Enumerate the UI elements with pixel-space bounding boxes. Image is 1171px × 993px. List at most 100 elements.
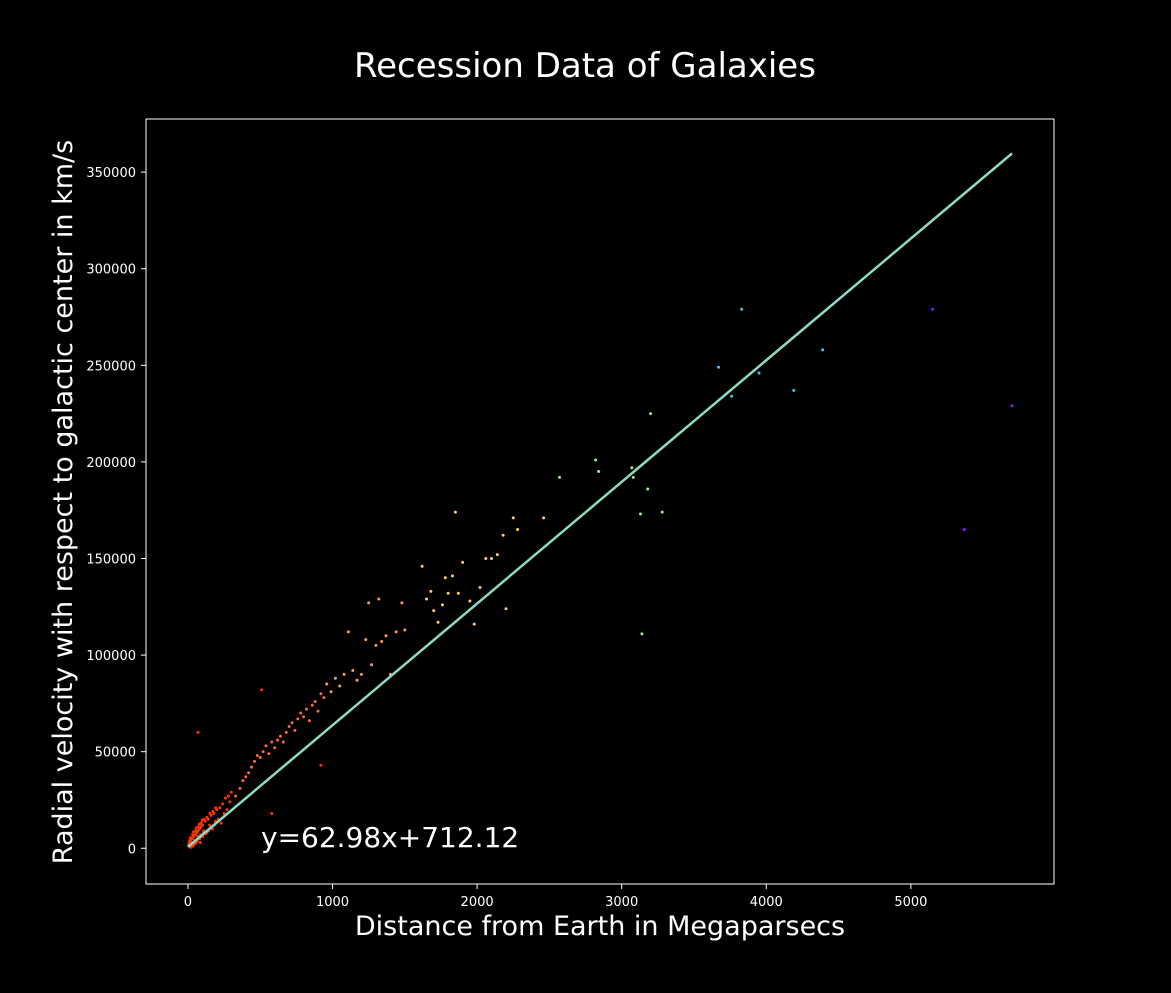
data-point — [224, 796, 228, 800]
data-point — [247, 771, 251, 775]
data-point — [432, 609, 436, 613]
data-point — [188, 839, 192, 843]
data-point — [424, 597, 428, 601]
regression-equation: y=62.98x+712.12 — [261, 821, 519, 854]
x-axis-ticks: 0 1000 2000 3000 4000 5000 — [184, 884, 927, 910]
data-point — [228, 800, 232, 804]
data-point — [490, 556, 494, 560]
data-point — [325, 682, 329, 686]
data-point — [260, 688, 264, 692]
data-point — [468, 599, 472, 603]
data-point — [443, 576, 447, 580]
data-point — [267, 752, 271, 756]
chart-title: Recession Data of Galaxies — [354, 46, 816, 86]
x-tick-label: 5000 — [894, 895, 927, 910]
data-point — [205, 815, 209, 819]
data-point — [252, 759, 256, 763]
data-point — [191, 833, 195, 837]
data-point — [189, 845, 193, 849]
data-point — [660, 510, 664, 514]
data-point — [191, 830, 195, 834]
y-tick-label: 50000 — [95, 746, 136, 761]
data-point — [313, 699, 317, 703]
y-tick-label: 150000 — [86, 552, 136, 567]
data-point — [456, 591, 460, 595]
y-axis-ticks: 0 50000 100000 150000 200000 250000 300000 3500… — [86, 166, 146, 857]
data-point — [821, 348, 825, 352]
data-point — [307, 719, 311, 723]
data-point — [594, 458, 598, 462]
data-point — [511, 516, 515, 520]
data-point — [208, 823, 212, 827]
data-point — [226, 794, 230, 798]
data-point — [276, 738, 280, 742]
data-point — [400, 601, 404, 605]
data-point — [319, 763, 323, 767]
y-tick-label: 350000 — [86, 166, 136, 181]
regression-line — [187, 152, 1013, 848]
data-point — [287, 725, 291, 729]
data-point — [310, 703, 314, 707]
x-tick-label: 3000 — [605, 895, 638, 910]
data-point — [270, 811, 274, 815]
data-point — [270, 740, 274, 744]
data-point — [717, 365, 721, 369]
data-point — [597, 470, 601, 474]
data-point — [649, 412, 653, 416]
data-point — [284, 730, 288, 734]
data-point — [355, 678, 359, 682]
data-point — [273, 746, 277, 750]
data-point — [281, 740, 285, 744]
data-point — [351, 669, 355, 673]
x-tick-label: 2000 — [461, 895, 494, 910]
data-point — [446, 591, 450, 595]
data-point — [646, 487, 650, 491]
data-point — [377, 597, 381, 601]
data-point — [453, 510, 457, 514]
data-point — [384, 634, 388, 638]
y-tick-label: 100000 — [86, 649, 136, 664]
data-point — [189, 836, 193, 840]
data-point — [478, 585, 482, 589]
data-point — [495, 553, 499, 557]
x-tick-label: 0 — [184, 895, 192, 910]
data-point — [234, 794, 238, 798]
data-point — [364, 638, 368, 642]
data-point — [403, 628, 407, 632]
data-point — [196, 730, 200, 734]
data-point — [451, 574, 455, 578]
y-tick-label: 0 — [128, 842, 136, 857]
data-point — [290, 721, 294, 725]
data-point — [542, 516, 546, 520]
data-point — [238, 786, 242, 790]
data-point — [219, 821, 223, 825]
y-tick-label: 200000 — [86, 456, 136, 471]
y-axis-label: Radial velocity with respect to galactic… — [48, 140, 79, 864]
data-point — [630, 466, 634, 470]
data-point — [504, 607, 508, 611]
data-point — [342, 672, 346, 676]
data-point — [319, 692, 323, 696]
data-point — [200, 818, 204, 822]
data-point — [394, 630, 398, 634]
data-point — [931, 307, 935, 311]
data-point — [299, 711, 303, 715]
y-tick-label: 300000 — [86, 263, 136, 278]
data-point — [436, 620, 440, 624]
plot-frame — [145, 118, 1055, 885]
data-point — [558, 475, 562, 479]
data-point — [367, 601, 371, 605]
data-point — [792, 388, 796, 392]
data-point — [962, 528, 966, 532]
data-point — [631, 475, 635, 479]
data-point — [730, 394, 734, 398]
data-point — [258, 755, 262, 759]
data-point — [501, 533, 505, 537]
data-point — [261, 750, 265, 754]
data-point — [420, 564, 424, 568]
data-point — [218, 806, 222, 810]
data-point — [322, 696, 326, 700]
data-point — [211, 810, 215, 814]
data-point — [278, 734, 282, 738]
data-point — [1010, 404, 1014, 408]
